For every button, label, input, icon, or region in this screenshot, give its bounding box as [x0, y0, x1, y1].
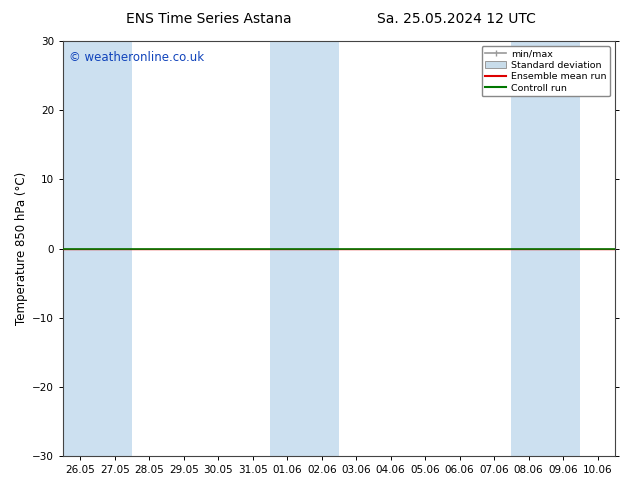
Y-axis label: Temperature 850 hPa (°C): Temperature 850 hPa (°C)	[15, 172, 28, 325]
Bar	[63, 41, 132, 456]
Bar	[512, 41, 580, 456]
Text: Sa. 25.05.2024 12 UTC: Sa. 25.05.2024 12 UTC	[377, 12, 536, 26]
Text: © weatheronline.co.uk: © weatheronline.co.uk	[68, 51, 204, 64]
Text: ENS Time Series Astana: ENS Time Series Astana	[126, 12, 292, 26]
Bar	[270, 41, 339, 456]
Legend: min/max, Standard deviation, Ensemble mean run, Controll run: min/max, Standard deviation, Ensemble me…	[482, 46, 610, 97]
